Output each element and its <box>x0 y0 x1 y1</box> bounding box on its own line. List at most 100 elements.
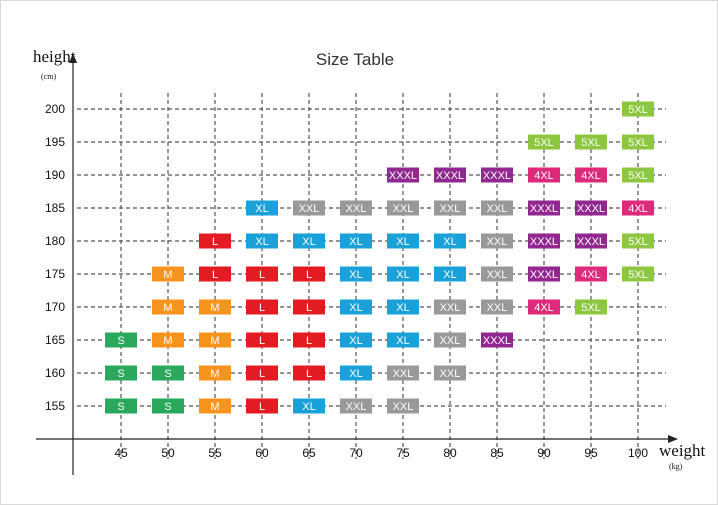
size-cell-box <box>105 332 137 348</box>
size-cell-box <box>575 299 607 315</box>
size-cell-box <box>246 365 278 381</box>
size-cell-xxxl: XXXL <box>575 233 607 249</box>
size-cell-label: XL <box>349 368 362 380</box>
size-cell-xxl: XXL <box>340 200 372 216</box>
size-cell-label: XXXL <box>436 170 464 182</box>
y-tick-label: 155 <box>45 399 65 413</box>
size-cell-label: L <box>259 401 265 413</box>
size-cell-label: XXL <box>487 269 508 281</box>
size-cell-l: L <box>246 266 278 282</box>
size-cell-box <box>340 365 372 381</box>
size-cell-box <box>340 200 372 216</box>
y-tick-label: 185 <box>45 201 65 215</box>
size-cell-label: XL <box>396 335 409 347</box>
size-cell-box <box>434 332 466 348</box>
size-cell-label: XL <box>443 236 456 248</box>
size-cell-l: L <box>246 332 278 348</box>
size-cell-label: M <box>163 335 172 347</box>
size-cell-box <box>387 332 419 348</box>
size-cell-xxl: XXL <box>481 266 513 282</box>
size-cell-xxl: XXL <box>481 200 513 216</box>
size-cell-box <box>152 299 184 315</box>
size-cell-label: 4XL <box>581 170 601 182</box>
size-cell-label: XXL <box>440 302 461 314</box>
x-axis-label: weight <box>659 441 706 460</box>
size-cell-m: M <box>199 365 231 381</box>
size-cell-box <box>622 167 654 183</box>
size-cell-xl: XL <box>434 233 466 249</box>
size-cell-xl: XL <box>434 266 466 282</box>
size-cell-5xl: 5XL <box>575 299 607 315</box>
size-cell-box <box>481 233 513 249</box>
size-cell-l: L <box>246 398 278 414</box>
size-cell-l: L <box>293 365 325 381</box>
size-cell-box <box>481 266 513 282</box>
size-cell-5xl: 5XL <box>575 134 607 150</box>
size-cell-label: L <box>306 269 312 281</box>
size-cell-label: XL <box>349 335 362 347</box>
size-cell-xl: XL <box>340 332 372 348</box>
x-tick-label: 100 <box>628 446 648 460</box>
y-tick-label: 170 <box>45 300 65 314</box>
size-cell-m: M <box>152 266 184 282</box>
x-tick-label: 95 <box>584 446 598 460</box>
size-cell-label: XXL <box>440 335 461 347</box>
size-cell-xxxl: XXXL <box>575 200 607 216</box>
size-cell-label: S <box>117 401 124 413</box>
size-cell-m: M <box>152 332 184 348</box>
size-cell-box <box>199 365 231 381</box>
size-cell-5xl: 5XL <box>528 134 560 150</box>
size-cell-label: L <box>259 269 265 281</box>
size-cell-label: M <box>210 302 219 314</box>
size-cells: 5XL 5XL 5XL 5XL XXXL XXXL XXXL 4XL 4XL 5XL XL XXL XX… <box>105 101 654 414</box>
size-cell-label: 5XL <box>628 104 648 116</box>
y-tick-label: 175 <box>45 267 65 281</box>
size-cell-box <box>199 299 231 315</box>
y-axis-arrow-icon <box>69 53 77 63</box>
size-cell-box <box>293 233 325 249</box>
size-cell-label: L <box>306 368 312 380</box>
size-cell-label: XXL <box>299 203 320 215</box>
size-cell-label: XL <box>255 203 268 215</box>
size-cell-label: XXL <box>487 236 508 248</box>
size-cell-xl: XL <box>340 299 372 315</box>
size-cell-s: S <box>105 398 137 414</box>
x-tick-label: 65 <box>302 446 316 460</box>
size-cell-box <box>481 200 513 216</box>
size-cell-box <box>434 365 466 381</box>
size-cell-box <box>575 233 607 249</box>
size-cell-box <box>622 266 654 282</box>
size-cell-box <box>528 134 560 150</box>
size-cell-xl: XL <box>293 233 325 249</box>
size-cell-box <box>387 200 419 216</box>
size-cell-label: XL <box>396 302 409 314</box>
size-cell-box <box>387 299 419 315</box>
x-axis-unit: (kg) <box>669 462 683 471</box>
size-cell-label: M <box>210 368 219 380</box>
tick-labels: 45 50 55 60 65 70 75 80 85 90 95 100 155 160 165 170 175… <box>45 102 648 460</box>
size-cell-label: 4XL <box>534 302 554 314</box>
size-cell-box <box>246 233 278 249</box>
size-cell-label: XXXL <box>483 335 511 347</box>
size-cell-label: XL <box>255 236 268 248</box>
size-cell-label: L <box>259 302 265 314</box>
y-tick-label: 195 <box>45 135 65 149</box>
size-cell-label: XXL <box>393 401 414 413</box>
size-cell-label: S <box>117 368 124 380</box>
size-cell-box <box>199 332 231 348</box>
size-cell-box <box>387 365 419 381</box>
y-tick-label: 165 <box>45 333 65 347</box>
size-cell-xxl: XXL <box>387 398 419 414</box>
size-cell-box <box>105 398 137 414</box>
x-tick-label: 60 <box>255 446 269 460</box>
size-cell-label: XL <box>443 269 456 281</box>
size-cell-xxxl: XXXL <box>528 266 560 282</box>
x-tick-label: 85 <box>490 446 504 460</box>
size-cell-xxl: XXL <box>481 299 513 315</box>
x-tick-label: 45 <box>114 446 128 460</box>
y-tick-label: 160 <box>45 366 65 380</box>
size-cell-l: L <box>199 233 231 249</box>
y-tick-label: 180 <box>45 234 65 248</box>
size-cell-box <box>434 200 466 216</box>
